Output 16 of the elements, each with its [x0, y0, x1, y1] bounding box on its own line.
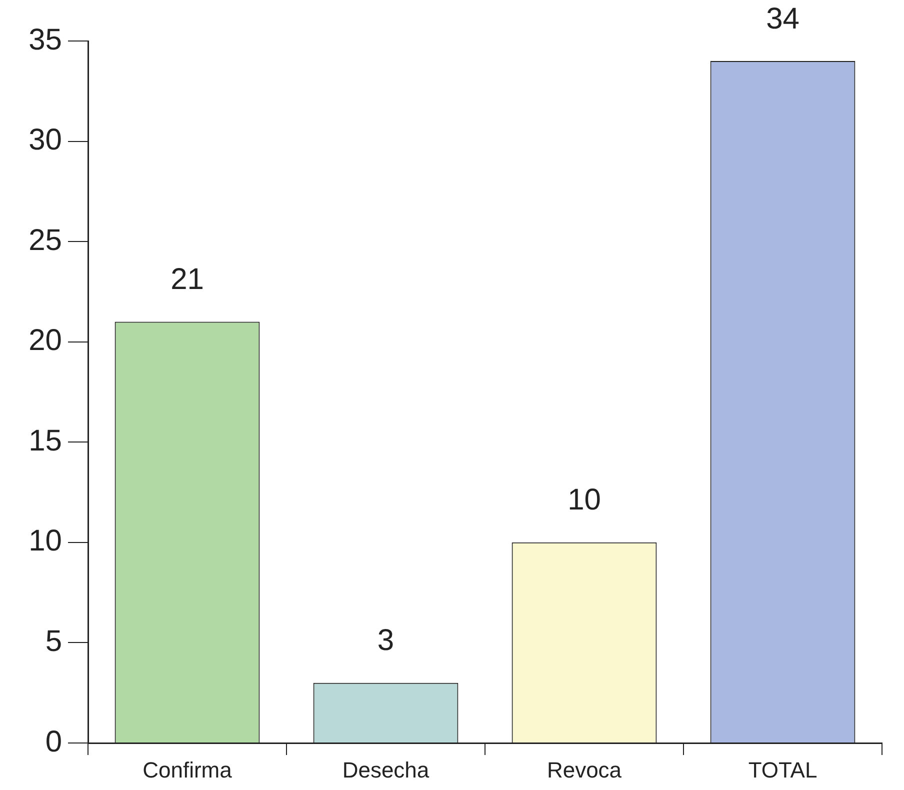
data-label: 3	[377, 624, 394, 658]
data-label: 10	[568, 484, 601, 517]
y-tick-label: 25	[28, 224, 62, 257]
x-tick-label: Revoca	[546, 757, 622, 782]
y-tick-label: 5	[45, 624, 62, 658]
y-tick-label: 10	[28, 524, 62, 558]
y-tick-label: 20	[28, 324, 62, 358]
x-tick-label: Confirma	[142, 757, 233, 782]
x-tick-label: TOTAL	[748, 757, 818, 782]
y-tick-label: 30	[28, 124, 62, 157]
y-tick-label: 15	[28, 424, 62, 458]
y-tick-label: 0	[45, 725, 62, 758]
data-label: 34	[766, 2, 800, 36]
data-label: 21	[170, 263, 204, 296]
y-tick-label: 35	[28, 23, 62, 56]
x-tick-label: Desecha	[342, 757, 430, 782]
